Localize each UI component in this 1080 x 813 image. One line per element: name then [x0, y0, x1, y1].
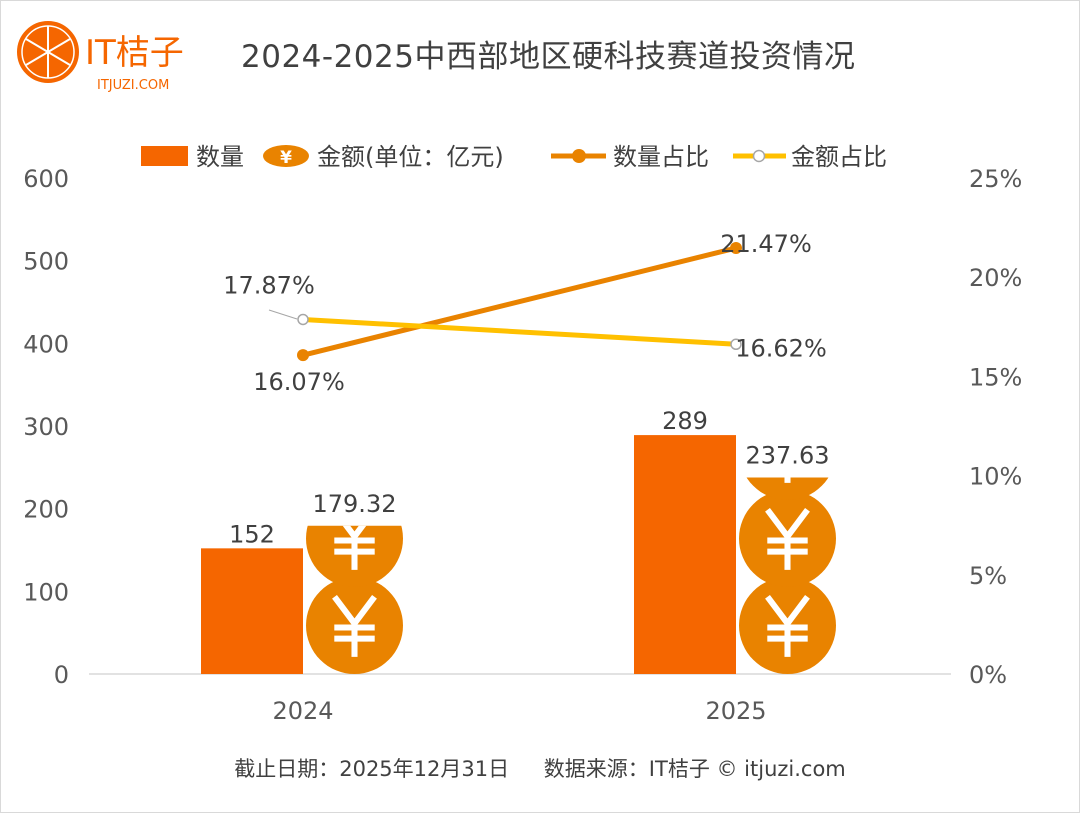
- y-tick-label: 100: [23, 578, 69, 606]
- yen-coin: [739, 577, 836, 674]
- coin: [746, 477, 829, 500]
- y-tick-label: 0: [54, 661, 69, 689]
- legend-count-label: 数量: [196, 143, 244, 171]
- count-share-label: 21.47%: [720, 230, 812, 258]
- yen-coin: [739, 316, 836, 413]
- logo-domain: ITJUZI.COM: [97, 78, 169, 93]
- x-tick-label: 2024: [272, 697, 333, 725]
- yen-coin: [306, 525, 403, 587]
- coin: [739, 316, 836, 413]
- y-tick-label: 200: [23, 496, 69, 524]
- legend-amount-share-marker: [752, 149, 766, 163]
- yen-icon: [332, 594, 377, 657]
- yen-icon: [765, 507, 810, 570]
- y2-tick-label: 20%: [969, 264, 1022, 292]
- y-tick-label: 500: [23, 248, 69, 276]
- yen-icon: [336, 425, 372, 480]
- yen-icon: [765, 594, 810, 657]
- count-bar: [201, 548, 303, 674]
- count-share-line: [302, 245, 737, 358]
- legend-amount-swatch: ¥: [263, 145, 309, 168]
- footer-source: 数据来源：IT桔子 © itjuzi.com: [543, 757, 846, 781]
- y-tick-label: 300: [23, 413, 69, 441]
- count-bar: [634, 435, 736, 674]
- amount-bar: [739, 316, 836, 674]
- legend-count-share-label: 数量占比: [613, 143, 709, 171]
- y2-tick-label: 15%: [969, 363, 1022, 391]
- amount-share-label: 16.62%: [735, 334, 827, 362]
- amount-share-point: [730, 338, 742, 351]
- amount-share-line: [302, 316, 737, 347]
- leader-line: [268, 309, 298, 320]
- legend-count-swatch: [141, 146, 188, 166]
- y2-tick-label: 0%: [969, 661, 1007, 689]
- legend-count-share-marker: [572, 149, 586, 163]
- y-tick-label: 600: [23, 165, 69, 193]
- count-share-label: 16.07%: [253, 368, 345, 396]
- orange-slice-icon: IT桔子 ITJUZI.COM: [17, 21, 184, 93]
- footer-date: 截止日期：2025年12月31日: [234, 757, 510, 781]
- yen-coin: [306, 403, 403, 500]
- count-share-point: [730, 242, 742, 255]
- amount-share-label: 17.87%: [223, 271, 315, 299]
- yen-coin: [306, 577, 403, 674]
- amount-data-label: 237.63: [746, 442, 830, 470]
- y2-tick-label: 25%: [969, 165, 1022, 193]
- amount-share-point: [297, 313, 309, 326]
- itjuzi-logo: IT桔子 ITJUZI.COM: [15, 19, 195, 99]
- footer: 截止日期：2025年12月31日 数据来源：IT桔子 © itjuzi.com: [1, 753, 1079, 783]
- x-tick-label: 2025: [705, 697, 766, 725]
- amount-data-label: 179.32: [313, 490, 397, 518]
- count-data-label: 152: [229, 520, 275, 548]
- count-data-label: 289: [662, 407, 708, 435]
- page-title: 2024-2025中西部地区硬科技赛道投资情况: [241, 39, 856, 75]
- yen-coin: [739, 490, 836, 587]
- yen-coin: [746, 477, 829, 500]
- y2-tick-label: 5%: [969, 562, 1007, 590]
- amount-bar: [306, 403, 403, 674]
- y-tick-label: 400: [23, 330, 69, 358]
- yen-icon: [334, 525, 375, 570]
- count-share-point: [297, 349, 309, 362]
- logo-brand: IT桔子: [85, 33, 184, 73]
- yen-icon: ¥: [280, 148, 292, 168]
- legend-amount-label: 金额(单位：亿元): [317, 143, 504, 171]
- coin: [263, 145, 309, 167]
- legend-amount-share-label: 金额占比: [791, 143, 887, 171]
- coin: [306, 403, 403, 500]
- y2-tick-label: 10%: [969, 463, 1022, 491]
